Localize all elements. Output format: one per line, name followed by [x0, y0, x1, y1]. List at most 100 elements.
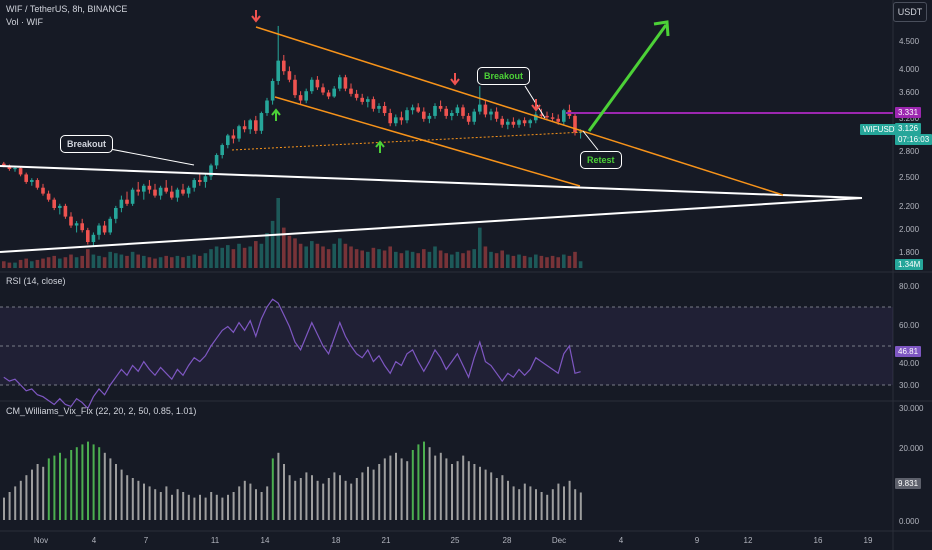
- rsi-panel-title: RSI (14, close): [6, 276, 66, 286]
- candle-body: [91, 234, 96, 243]
- countdown-tag: 07:16:03: [895, 134, 932, 145]
- resistance-price-tag: 3.331: [895, 107, 922, 118]
- rsi-axis-ticks: 80.00 60.00 40.00 30.00: [899, 282, 920, 390]
- vix-bar: [210, 492, 213, 520]
- volume-bar: [349, 246, 353, 268]
- candle-body: [181, 189, 185, 194]
- candle-body: [550, 117, 555, 119]
- rsi-tick-label: 30.00: [899, 381, 920, 390]
- candle-body: [226, 135, 230, 146]
- candle-body: [203, 176, 208, 182]
- vix-bar: [333, 472, 336, 520]
- candle-body: [214, 155, 219, 166]
- vix-bar: [495, 478, 498, 520]
- vix-bar: [8, 492, 11, 520]
- price-candles: [2, 25, 583, 247]
- candle-body: [80, 223, 84, 231]
- vix-bar: [159, 492, 162, 520]
- time-tick-label: 16: [814, 536, 823, 545]
- volume-bar: [2, 261, 6, 268]
- candle-body: [63, 205, 68, 217]
- volume-bar: [539, 255, 544, 268]
- vix-bar: [143, 483, 145, 520]
- vix-bar: [389, 455, 392, 520]
- candle-body: [410, 107, 415, 111]
- vix-bar: [512, 486, 515, 520]
- volume-bar: [494, 253, 499, 268]
- candle-body: [326, 92, 331, 97]
- time-tick-label: 4: [92, 536, 97, 545]
- volume-bar: [360, 250, 364, 268]
- volume-bar: [450, 254, 454, 268]
- price-tick-label: 1.800: [899, 248, 920, 257]
- vix-bar: [479, 466, 481, 520]
- vix-bar: [221, 497, 224, 520]
- candle-body: [58, 205, 62, 208]
- volume-bar: [242, 247, 247, 268]
- candle-body: [209, 165, 213, 177]
- volume-bar: [231, 249, 236, 268]
- volume-bar: [405, 250, 409, 268]
- vix-bar: [238, 486, 241, 520]
- volume-bar: [366, 251, 370, 268]
- volume-bar: [248, 246, 252, 268]
- candle-body: [220, 145, 224, 156]
- candle-body: [321, 87, 325, 93]
- volume-bar: [18, 259, 23, 268]
- candle-body: [52, 199, 56, 208]
- vix-signal-bar: [47, 458, 50, 520]
- volume-bar: [254, 241, 258, 268]
- volume-bar: [461, 253, 465, 268]
- volume-bar: [522, 255, 527, 268]
- candle-body: [158, 187, 163, 196]
- chart-title: WIF / TetherUS, 8h, BINANCE: [6, 4, 128, 14]
- candle-body: [405, 110, 409, 121]
- vix-bar: [3, 497, 5, 520]
- vix-signal-bar: [417, 444, 420, 520]
- candle-body: [119, 199, 124, 208]
- vix-bar: [568, 480, 571, 520]
- candle-body: [242, 126, 247, 130]
- rsi-line-group: [3, 298, 581, 410]
- time-axis-ticks: Nov 4 7 11 14 18 21 25 28 Dec 4 9 12 16 19: [34, 536, 873, 545]
- volume-bar: [304, 246, 308, 268]
- candle-body: [125, 199, 129, 204]
- volume-bar: [63, 257, 68, 268]
- volume-bar: [410, 251, 415, 268]
- time-tick-label: 11: [211, 536, 220, 545]
- candle-body: [231, 135, 236, 139]
- candle-body: [270, 81, 275, 101]
- vix-bar: [154, 489, 157, 520]
- volume-bar: [377, 249, 381, 268]
- vix-bar: [501, 475, 504, 520]
- volume-bar: [528, 257, 532, 268]
- vix-bar: [182, 492, 185, 520]
- triangle-upper-line: [0, 165, 863, 199]
- volume-bar: [203, 253, 208, 268]
- marker-arrows: [251, 10, 541, 153]
- candle-body: [534, 114, 538, 121]
- candle-body: [360, 97, 364, 102]
- volume-bar: [427, 251, 432, 268]
- candle-body: [108, 218, 112, 233]
- volume-bar: [483, 246, 488, 268]
- volume-bar: [287, 235, 292, 268]
- candle-body: [192, 180, 196, 188]
- vix-bar: [120, 469, 123, 520]
- vix-bar: [406, 461, 409, 520]
- vix-bar: [311, 475, 313, 520]
- candle-body: [494, 111, 499, 119]
- volume-bar: [153, 258, 157, 268]
- vix-tick-label: 20.000: [899, 444, 924, 453]
- candle-body: [86, 230, 90, 243]
- candle-body: [399, 117, 404, 121]
- vix-bar: [456, 461, 459, 520]
- breakout-right-callout: Breakout: [477, 67, 531, 85]
- vix-bar: [467, 461, 470, 520]
- candle-body: [422, 111, 426, 119]
- vix-fix-bars: [3, 441, 582, 520]
- currency-button[interactable]: USDT: [893, 2, 927, 22]
- candle-body: [136, 189, 140, 192]
- vix-bar: [579, 492, 582, 520]
